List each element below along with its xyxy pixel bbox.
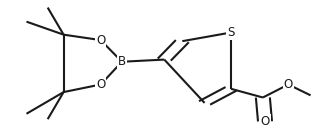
- Text: O: O: [96, 34, 105, 47]
- Text: B: B: [118, 55, 126, 68]
- Text: S: S: [227, 26, 235, 39]
- Text: O: O: [96, 78, 105, 91]
- Text: O: O: [260, 115, 270, 128]
- Text: O: O: [284, 78, 293, 91]
